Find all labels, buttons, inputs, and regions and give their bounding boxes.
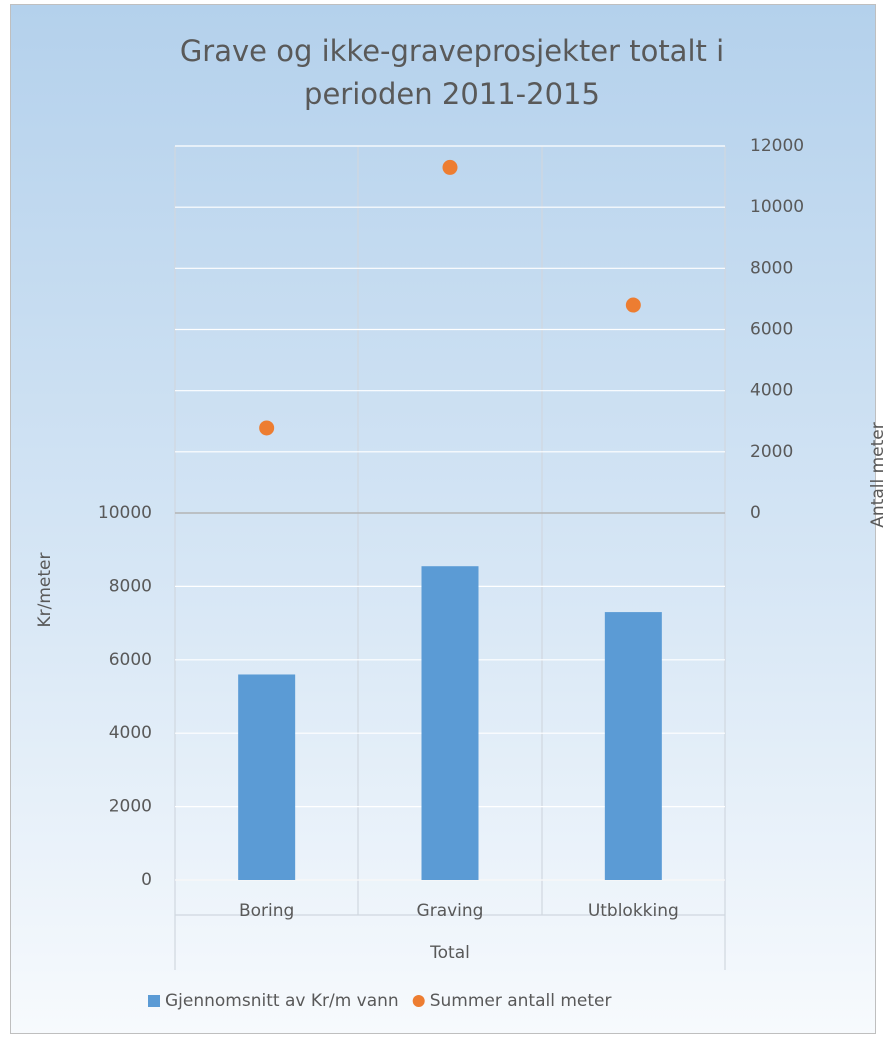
bar: [421, 566, 479, 880]
category-group-label: Total: [429, 943, 470, 963]
chart-title: Grave og ikke-graveprosjekter totalt i p…: [179, 34, 725, 111]
y-tick-label: 4000: [109, 723, 152, 743]
legend-label: Summer antall meter: [430, 991, 612, 1011]
legend-label: Gjennomsnitt av Kr/m vann: [165, 991, 399, 1011]
bar: [238, 674, 296, 880]
y2-tick-label: 10000: [750, 197, 804, 217]
y2-axis-title: Antall meter: [868, 422, 885, 527]
y-axis-title: Kr/meter: [35, 552, 55, 627]
y-tick-label: 6000: [109, 650, 152, 670]
y-tick-label: 0: [141, 870, 152, 890]
dot: [442, 159, 458, 175]
y2-tick-label: 6000: [750, 320, 793, 340]
y2-tick-label: 4000: [750, 381, 793, 401]
y2-tick-label: 0: [750, 503, 761, 523]
y-tick-label: 8000: [109, 576, 152, 596]
x-tick-label: Graving: [417, 901, 484, 921]
x-tick-label: Boring: [239, 901, 294, 921]
y2-tick-label: 8000: [750, 258, 793, 278]
bar: [604, 612, 662, 880]
x-tick-label: Utblokking: [588, 901, 679, 921]
y-tick-label: 2000: [109, 797, 152, 817]
y-tick-label: 10000: [98, 503, 152, 523]
legend-swatch: [148, 995, 160, 1007]
dot: [259, 420, 275, 436]
dot: [625, 297, 641, 313]
y2-tick-label: 2000: [750, 442, 793, 462]
y2-tick-label: 12000: [750, 136, 804, 156]
legend-swatch: [412, 995, 425, 1007]
